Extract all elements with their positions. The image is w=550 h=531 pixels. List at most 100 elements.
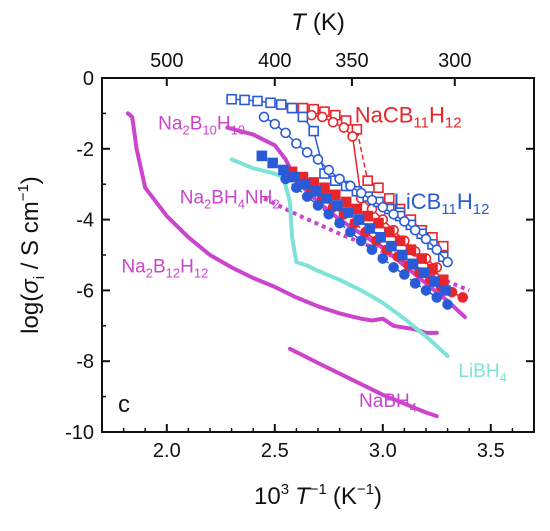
data-point — [252, 95, 263, 107]
series-group — [258, 111, 453, 268]
y-tick-label: -2 — [76, 139, 94, 161]
data-point — [317, 111, 328, 123]
series-label-na2bh4nh2: Na2BH4NH2 — [180, 188, 280, 212]
data-point — [338, 122, 350, 133]
series-line — [125, 111, 439, 335]
top-tick-label: 300 — [438, 50, 471, 72]
data-point — [321, 193, 332, 204]
data-point — [278, 164, 289, 176]
data-point — [334, 217, 345, 229]
series-line — [287, 346, 439, 419]
series-label-libh4: LiBH4 — [458, 361, 506, 385]
data-point — [319, 182, 330, 194]
data-point — [345, 180, 356, 192]
data-point — [373, 182, 384, 194]
series-connector — [285, 178, 449, 306]
series-label-na2b12h12: Na2B12H12 — [121, 257, 208, 281]
data-point — [334, 173, 345, 185]
y-tick-label: 0 — [83, 68, 94, 90]
data-point — [364, 223, 376, 234]
y-axis-title: log(σi / S cm−1) — [15, 176, 48, 334]
y-tick-label: -10 — [65, 422, 94, 444]
data-point — [308, 125, 319, 137]
data-point — [297, 111, 309, 123]
data-point — [366, 244, 378, 255]
data-point — [377, 201, 389, 213]
data-point — [345, 226, 356, 238]
data-point — [308, 177, 319, 188]
data-point — [258, 111, 270, 123]
data-point — [420, 285, 432, 296]
data-point — [310, 185, 322, 197]
data-point — [418, 267, 430, 279]
top-tick-label: 350 — [335, 50, 368, 72]
data-point — [373, 217, 384, 229]
data-point — [280, 127, 291, 139]
data-point — [431, 292, 443, 303]
top-axis-title: T (K) — [291, 9, 345, 36]
data-point — [366, 194, 378, 206]
data-point — [399, 216, 410, 227]
series-layer — [125, 93, 470, 419]
y-tick-labels: 0 -2 -4 -6 -8 -10 — [65, 68, 94, 444]
data-point — [442, 299, 453, 310]
data-point — [351, 203, 363, 215]
data-point — [405, 244, 417, 255]
series-label-nabh4: NaBH4 — [359, 391, 417, 415]
data-point — [269, 118, 281, 130]
series-label-nacb11h12: NaCB11H12 — [355, 102, 462, 131]
data-point — [301, 191, 313, 202]
x-tick-label: 2.0 — [153, 440, 181, 462]
data-point — [275, 99, 287, 110]
data-point — [407, 258, 419, 270]
data-point — [399, 269, 410, 280]
data-point — [332, 200, 343, 211]
data-point — [265, 97, 276, 109]
data-point — [327, 116, 339, 128]
data-point — [340, 196, 352, 208]
data-point — [409, 224, 421, 236]
data-point — [375, 232, 386, 243]
y-tick-label: -6 — [76, 280, 94, 302]
y-tick-label: -8 — [76, 351, 94, 373]
data-point — [323, 164, 335, 176]
data-point — [329, 189, 341, 201]
data-point — [362, 175, 373, 186]
y-tick-label: -4 — [76, 210, 94, 232]
data-point — [355, 235, 367, 247]
series-group — [256, 150, 451, 296]
data-point — [280, 173, 291, 185]
data-point — [388, 262, 399, 273]
data-point — [388, 208, 399, 220]
data-point — [306, 109, 317, 121]
series-group — [229, 157, 450, 358]
data-point — [353, 214, 365, 225]
series-line — [229, 157, 450, 358]
data-point — [383, 193, 395, 204]
data-point — [355, 187, 367, 199]
data-point — [256, 150, 268, 162]
top-tick-labels: 500 400 350 300 — [150, 50, 471, 72]
data-point — [416, 253, 427, 264]
series-group — [287, 346, 439, 419]
top-tick-label: 500 — [150, 50, 183, 72]
data-point — [420, 233, 432, 245]
data-point — [347, 131, 358, 142]
data-point — [291, 138, 302, 149]
axis-ticks — [102, 77, 534, 433]
data-point — [409, 278, 421, 289]
series-labels: Na2B10H10 Na2BH4NH2 Na2B12H12 NaCB11H12 LiCB… — [121, 102, 506, 415]
data-point — [431, 244, 443, 255]
x-tick-label: 3.5 — [477, 440, 505, 462]
data-point — [297, 102, 309, 114]
data-point — [427, 263, 438, 275]
data-point — [239, 94, 250, 106]
data-point — [226, 93, 237, 105]
data-point — [342, 207, 354, 218]
series-label-licb11h12: LiCB11H12 — [394, 189, 490, 218]
series-label-na2b10h10: Na2B10H10 — [158, 113, 245, 137]
data-point — [301, 147, 313, 158]
data-point — [396, 249, 408, 261]
data-point — [267, 157, 278, 169]
